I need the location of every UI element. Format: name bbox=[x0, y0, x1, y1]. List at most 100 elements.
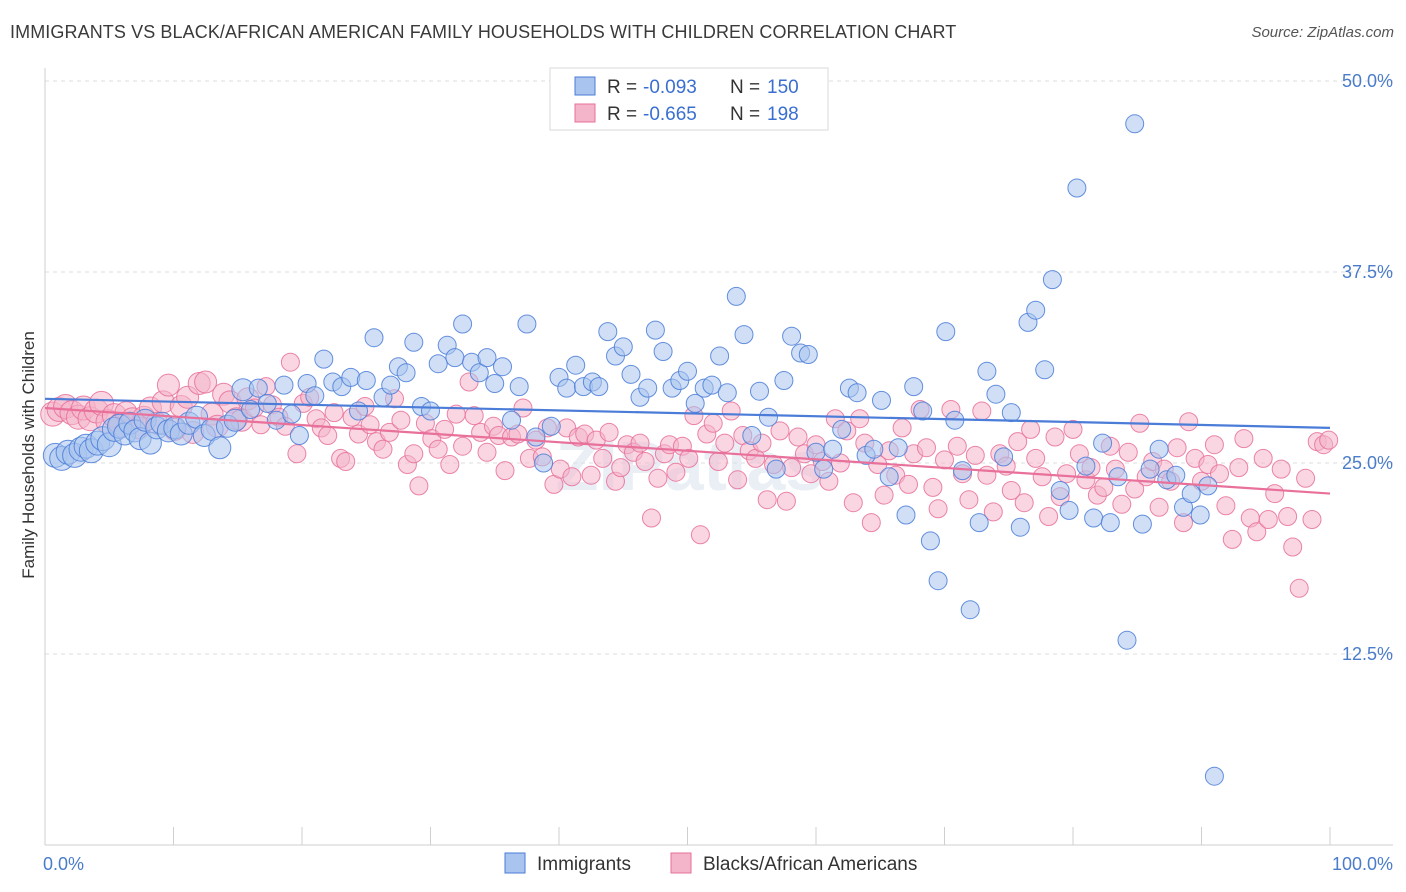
immigrants-point bbox=[541, 416, 561, 436]
immigrants-point bbox=[282, 404, 302, 424]
bottom-legend-label-immigrants: Immigrants bbox=[537, 854, 631, 875]
blacks-point bbox=[599, 422, 619, 442]
blacks-point bbox=[1278, 507, 1298, 526]
legend-n-value-blacks: 198 bbox=[767, 104, 799, 125]
blacks-point bbox=[1167, 438, 1187, 458]
blacks-point bbox=[1210, 464, 1229, 484]
immigrants-point bbox=[241, 400, 261, 419]
immigrants-point bbox=[1001, 403, 1021, 423]
immigrants-point bbox=[364, 328, 384, 348]
legend-box bbox=[549, 67, 829, 131]
blacks-point bbox=[318, 426, 338, 445]
blacks-point bbox=[1319, 430, 1339, 450]
top-legend: R = -0.093 N = 150 R = -0.665 N = 198 bbox=[549, 67, 829, 131]
blacks-point bbox=[453, 436, 473, 456]
immigrants-point bbox=[208, 436, 232, 460]
immigrants-point bbox=[734, 325, 754, 345]
blacks-point bbox=[156, 373, 180, 397]
blacks-point bbox=[1021, 419, 1041, 439]
immigrants-point bbox=[1076, 456, 1096, 476]
blacks-point bbox=[404, 444, 424, 464]
immigrants-point bbox=[710, 346, 730, 366]
source-label: Source: ZipAtlas.com bbox=[1251, 24, 1394, 41]
immigrants-point bbox=[566, 355, 586, 375]
immigrants-point bbox=[509, 377, 529, 397]
blacks-point bbox=[972, 401, 992, 421]
immigrants-point bbox=[1125, 114, 1145, 134]
immigrants-point bbox=[847, 383, 867, 403]
immigrants-point bbox=[1204, 766, 1224, 786]
y-tick-label: 50.0% bbox=[1342, 71, 1393, 91]
blacks-point bbox=[959, 490, 979, 510]
immigrants-point bbox=[904, 377, 924, 397]
immigrants-point bbox=[977, 361, 997, 381]
immigrants-point bbox=[589, 377, 609, 397]
legend-n-label-blacks: N = bbox=[730, 104, 760, 125]
blacks-point bbox=[1112, 494, 1132, 514]
immigrants-point bbox=[742, 426, 762, 445]
immigrants-point bbox=[888, 438, 908, 458]
blacks-point bbox=[850, 409, 870, 429]
gridlines bbox=[45, 80, 1393, 655]
bottom-legend: Immigrants Blacks/African Americans bbox=[504, 852, 917, 875]
blacks-point bbox=[1118, 442, 1138, 462]
immigrants-point bbox=[928, 571, 948, 591]
immigrants-point bbox=[1100, 513, 1120, 533]
blacks-point bbox=[947, 436, 967, 456]
x-tick-label-min: 0.0% bbox=[43, 854, 84, 874]
immigrants-point bbox=[1181, 484, 1201, 504]
legend-r-label-immigrants: R = bbox=[607, 77, 637, 98]
immigrants-point bbox=[428, 354, 448, 374]
immigrants-point bbox=[702, 375, 722, 395]
legend-swatch-immigrants bbox=[574, 76, 596, 96]
blacks-point bbox=[1296, 468, 1316, 488]
blacks-point bbox=[1032, 467, 1052, 487]
bottom-legend-label-blacks: Blacks/African Americans bbox=[703, 854, 917, 875]
blacks-point bbox=[1271, 459, 1291, 479]
blacks-point bbox=[770, 421, 790, 441]
immigrants-point bbox=[814, 459, 834, 479]
blacks-point bbox=[373, 439, 393, 459]
blacks-point bbox=[1204, 435, 1224, 455]
immigrants-point bbox=[750, 381, 769, 401]
immigrants-point bbox=[598, 322, 618, 342]
immigrants-point bbox=[1010, 517, 1030, 537]
blacks-point bbox=[1253, 448, 1273, 468]
immigrants-point bbox=[421, 401, 440, 421]
blacks-point bbox=[1216, 496, 1236, 516]
immigrants-point bbox=[782, 326, 802, 346]
immigrants-point bbox=[526, 427, 546, 447]
immigrants-point bbox=[1067, 178, 1087, 198]
immigrants-point bbox=[396, 363, 416, 383]
blacks-point bbox=[562, 467, 582, 487]
immigrants-point bbox=[936, 322, 956, 342]
immigrants-point bbox=[766, 459, 786, 479]
trend-line-immigrants bbox=[44, 397, 1331, 429]
bottom-legend-swatch-blacks bbox=[670, 852, 692, 874]
blacks-point bbox=[287, 444, 307, 464]
trend-line-blacks bbox=[44, 406, 1331, 495]
immigrants-point bbox=[1059, 500, 1079, 520]
blacks-point bbox=[630, 433, 650, 453]
blacks-point bbox=[1039, 507, 1059, 526]
blacks-point bbox=[965, 445, 985, 465]
trend-lines bbox=[44, 397, 1331, 495]
immigrants-point bbox=[774, 371, 794, 390]
blacks-point bbox=[666, 462, 686, 482]
immigrants-point bbox=[960, 600, 980, 620]
immigrants-point bbox=[477, 348, 497, 368]
blacks-point bbox=[917, 438, 936, 458]
blacks-point bbox=[1265, 484, 1285, 504]
blacks-point bbox=[280, 352, 300, 372]
immigrants-point bbox=[1093, 433, 1113, 453]
blacks-point bbox=[1258, 510, 1278, 529]
blacks-point bbox=[843, 493, 863, 513]
immigrants-point bbox=[864, 439, 884, 459]
immigrants-point bbox=[638, 378, 658, 398]
immigrants-point bbox=[248, 378, 268, 398]
blacks-point bbox=[440, 455, 460, 474]
legend-swatch-blacks bbox=[574, 103, 596, 123]
blacks-point bbox=[1302, 510, 1322, 529]
blacks-point bbox=[1222, 529, 1242, 549]
blacks-point bbox=[1179, 412, 1199, 432]
